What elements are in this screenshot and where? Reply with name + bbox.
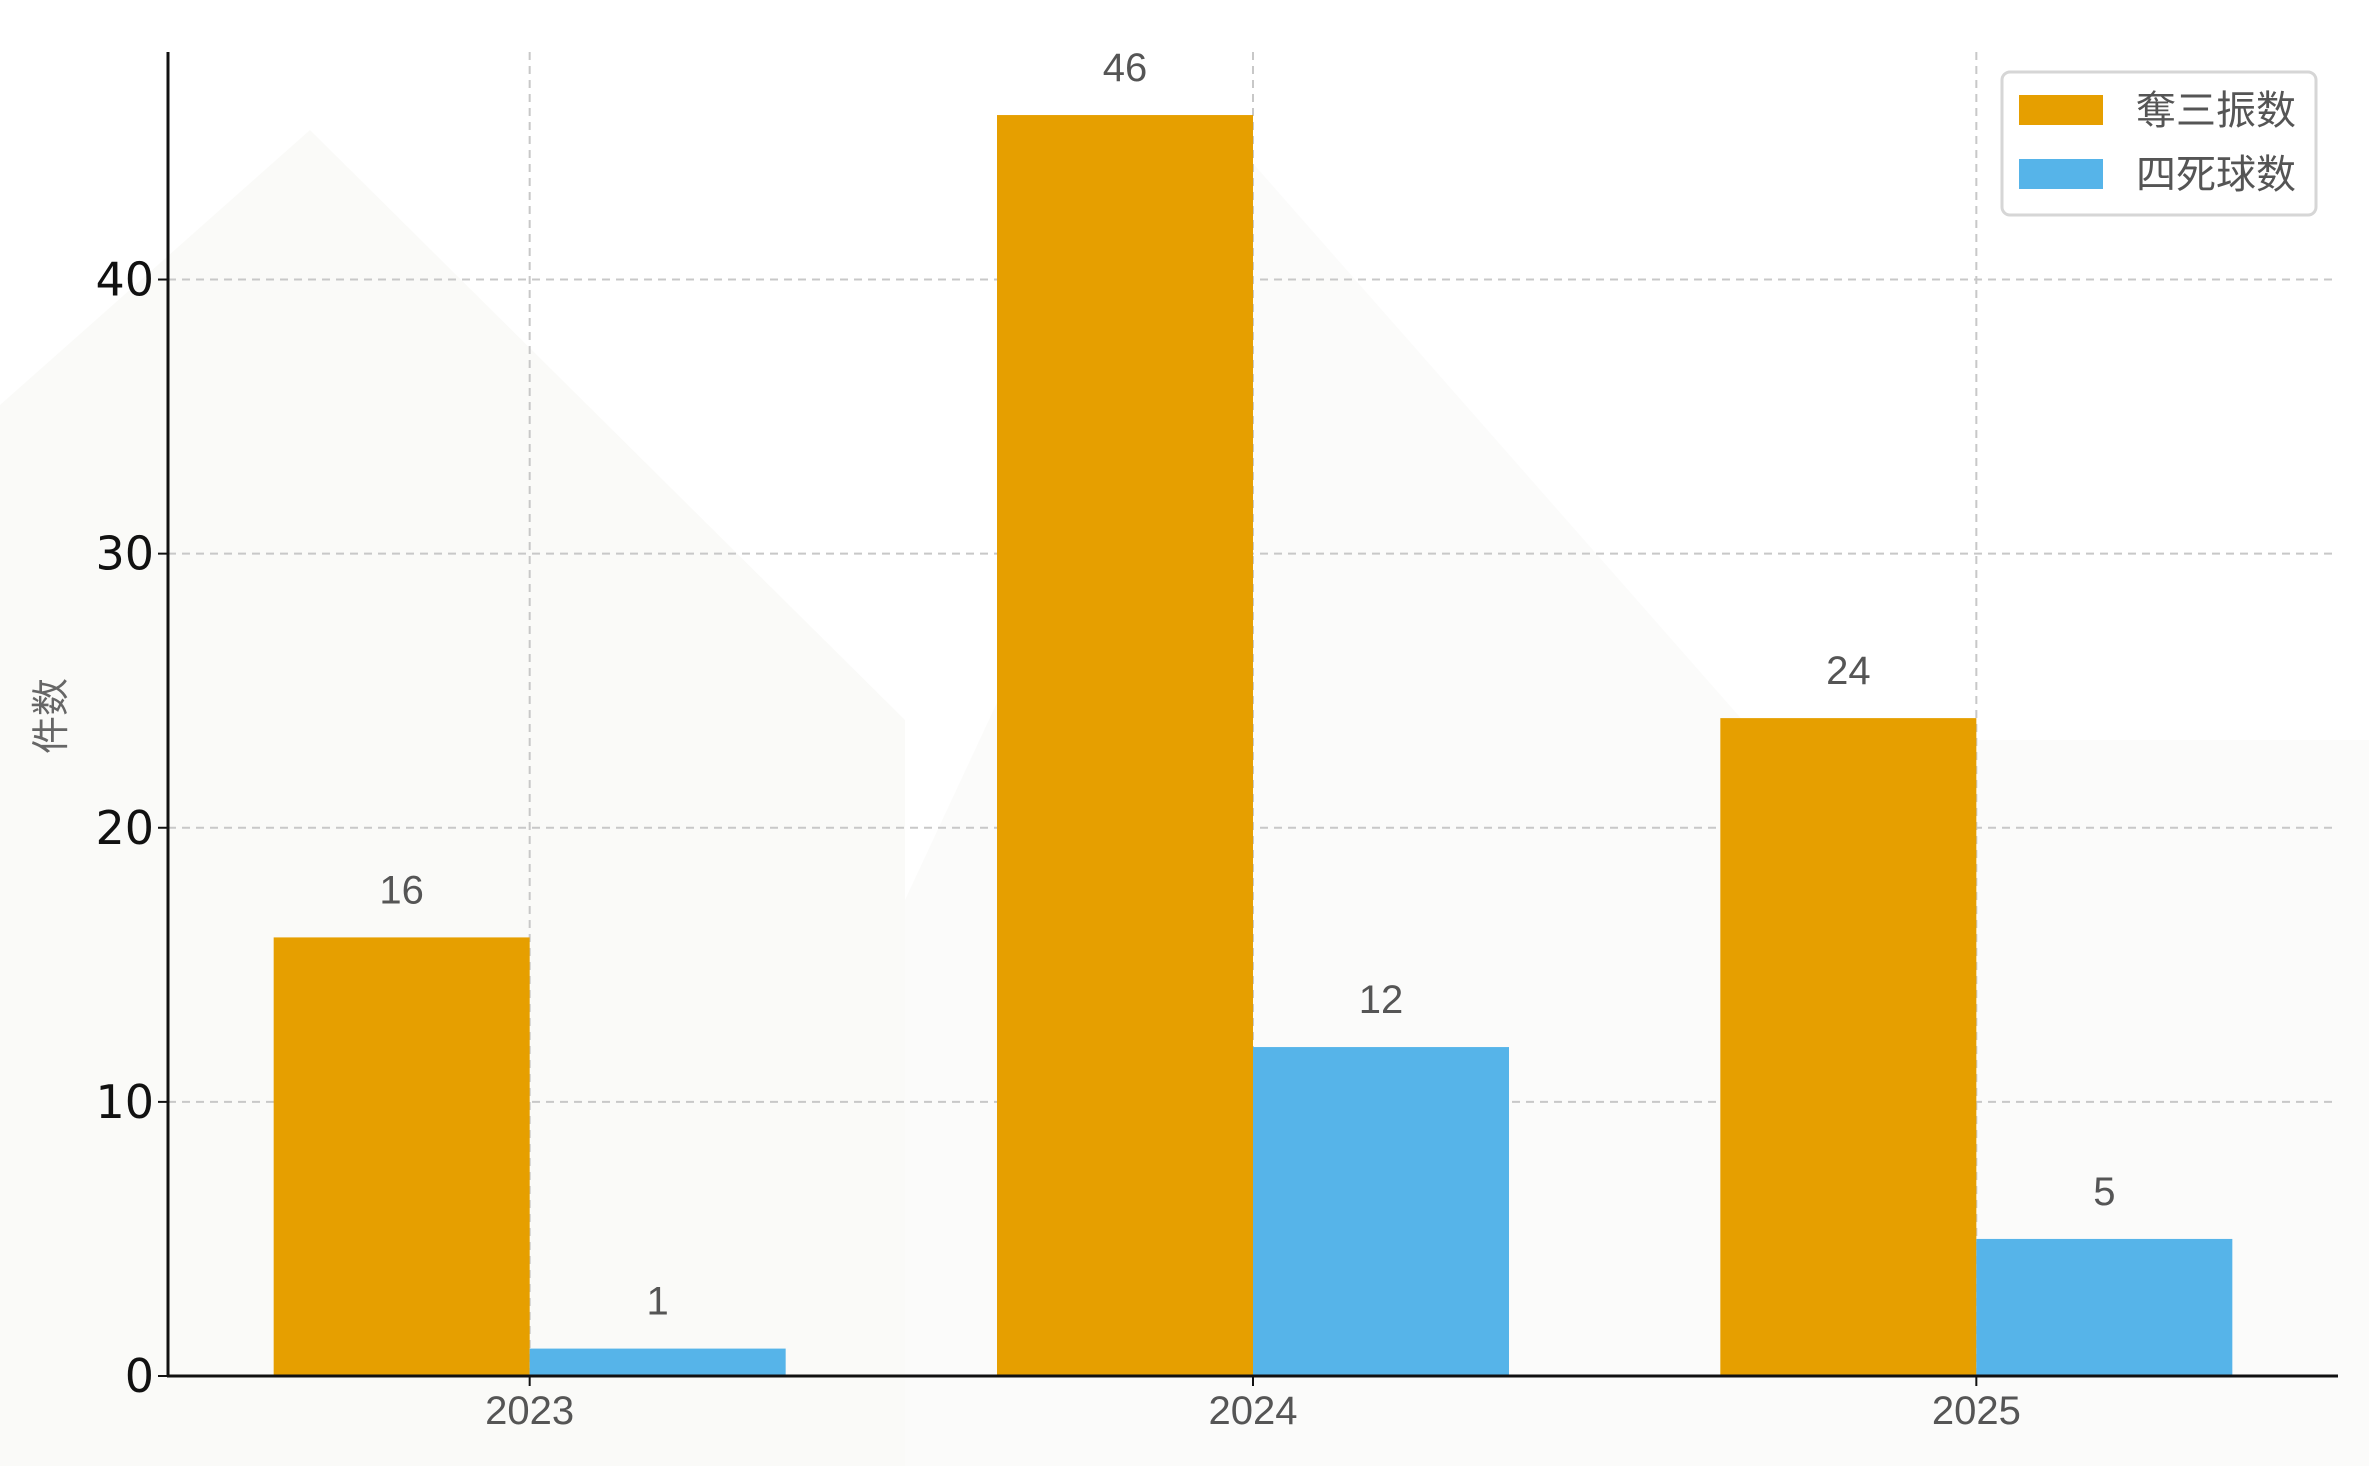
x-tick-label: 2023 [485,1389,574,1433]
legend-label-奪三振数: 奪三振数 [2136,88,2296,134]
x-tick-label: 2024 [1209,1389,1298,1433]
y-tick-label: 0 [125,1349,154,1403]
axes: 0 10 20 30 40 2023 2024 2025 [95,52,2338,1433]
y-tick-label: 10 [95,1075,154,1129]
x-tick-label: 2025 [1932,1389,2021,1433]
data-label-2023-四死球数: 1 [647,1280,669,1324]
y-tick-label: 40 [95,253,154,307]
bar-2025-四死球数 [1976,1238,2233,1376]
watermark-shape [0,130,905,1466]
data-label-2025-四死球数: 5 [2093,1170,2115,1214]
data-label-2024-四死球数: 12 [1359,978,1404,1022]
y-tick-label: 20 [95,801,154,855]
data-label-2023-奪三振数: 16 [379,868,424,912]
legend-swatch-四死球数 [2019,159,2103,189]
bar-2025-奪三振数 [1720,718,1977,1376]
y-axis-label: 件数 [29,678,73,754]
bar-2024-四死球数 [1253,1047,1509,1376]
y-tick-label: 30 [95,527,154,581]
data-label-2024-奪三振数: 46 [1103,46,1148,90]
legend-swatch-奪三振数 [2019,95,2103,125]
bar-2024-奪三振数 [997,115,1253,1377]
legend-label-四死球数: 四死球数 [2136,152,2296,198]
bar-2023-四死球数 [529,1348,786,1376]
data-labels: 16 1 46 12 24 5 [379,46,2115,1324]
data-label-2025-奪三振数: 24 [1826,649,1871,693]
bars [273,115,2233,1377]
bar-2023-奪三振数 [273,937,530,1376]
